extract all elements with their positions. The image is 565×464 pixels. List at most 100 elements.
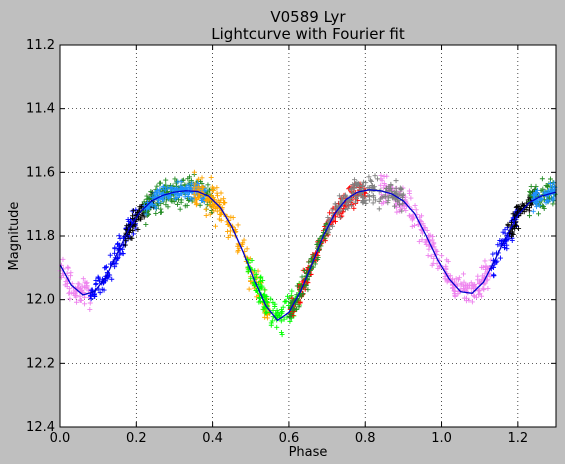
observation-point bbox=[342, 206, 348, 212]
observation-point bbox=[386, 193, 392, 199]
observation-point bbox=[375, 176, 381, 182]
observation-point bbox=[445, 258, 451, 264]
observation-point bbox=[550, 183, 556, 189]
observation-point bbox=[444, 279, 450, 285]
observation-point bbox=[96, 275, 102, 281]
observation-point bbox=[262, 314, 268, 320]
observation-point bbox=[439, 253, 445, 259]
observation-point bbox=[326, 230, 332, 236]
observation-point bbox=[365, 193, 371, 199]
observation-point bbox=[397, 202, 403, 208]
observation-point bbox=[175, 179, 181, 185]
observation-point bbox=[412, 222, 418, 228]
observation-point bbox=[547, 180, 553, 186]
observation-point bbox=[225, 221, 231, 227]
observation-point bbox=[84, 284, 90, 290]
observation-point bbox=[66, 286, 72, 292]
x-tick-label: 1.2 bbox=[508, 431, 529, 446]
observation-point bbox=[122, 242, 128, 248]
observation-point bbox=[153, 210, 159, 216]
observation-point bbox=[171, 187, 177, 193]
observation-point bbox=[460, 271, 466, 277]
observation-point bbox=[315, 255, 321, 261]
observation-point bbox=[345, 205, 351, 211]
observation-point bbox=[82, 301, 88, 307]
observation-point bbox=[398, 186, 404, 192]
observation-point bbox=[272, 301, 278, 307]
observation-point bbox=[310, 252, 316, 258]
observation-point bbox=[172, 196, 178, 202]
observation-point bbox=[227, 232, 233, 238]
observation-point bbox=[434, 261, 440, 267]
observation-point bbox=[431, 256, 437, 262]
observation-point bbox=[327, 227, 333, 233]
observation-point bbox=[217, 200, 223, 206]
observation-point bbox=[392, 195, 398, 201]
observation-point bbox=[314, 242, 320, 248]
observation-point bbox=[101, 287, 107, 293]
observation-point bbox=[534, 187, 540, 193]
observation-point bbox=[531, 192, 537, 198]
observation-point bbox=[393, 185, 399, 191]
observation-point bbox=[360, 199, 366, 205]
fourier-fit-line bbox=[59, 189, 557, 322]
observation-point bbox=[197, 192, 203, 198]
chart-subtitle: Lightcurve with Fourier fit bbox=[211, 25, 405, 43]
y-axis-label: Magnitude bbox=[7, 202, 22, 271]
observation-point bbox=[115, 241, 121, 247]
observation-point bbox=[160, 184, 166, 190]
observation-point bbox=[406, 191, 412, 197]
observation-point bbox=[195, 195, 201, 201]
observation-point bbox=[502, 245, 508, 251]
observation-point bbox=[398, 187, 404, 193]
observation-point bbox=[329, 207, 335, 213]
observation-point bbox=[368, 177, 374, 183]
observation-point bbox=[77, 286, 83, 292]
observation-point bbox=[107, 252, 113, 258]
observation-point bbox=[203, 213, 209, 219]
observation-point bbox=[112, 245, 118, 251]
observation-point bbox=[211, 187, 217, 193]
observation-point bbox=[530, 208, 536, 214]
observation-point bbox=[66, 290, 72, 296]
observation-point bbox=[482, 280, 488, 286]
observation-point bbox=[199, 175, 205, 181]
observation-point bbox=[477, 291, 483, 297]
observation-point bbox=[297, 299, 303, 305]
observation-point bbox=[360, 183, 366, 189]
observation-point bbox=[526, 213, 532, 219]
observation-point bbox=[235, 249, 241, 255]
observation-point bbox=[262, 287, 268, 293]
observation-point bbox=[470, 282, 476, 288]
observation-point bbox=[370, 192, 376, 198]
observation-point bbox=[515, 204, 521, 210]
observation-point bbox=[469, 299, 475, 305]
observation-point bbox=[475, 277, 481, 283]
observation-point bbox=[510, 211, 516, 217]
observation-point bbox=[120, 251, 126, 257]
x-axis-label: Phase bbox=[289, 445, 328, 460]
observation-point bbox=[393, 191, 399, 197]
observation-point bbox=[200, 185, 206, 191]
observation-point bbox=[330, 223, 336, 229]
observation-point bbox=[372, 197, 378, 203]
observation-point bbox=[351, 184, 357, 190]
observation-point bbox=[378, 182, 384, 188]
observation-point bbox=[202, 187, 208, 193]
observation-point bbox=[482, 266, 488, 272]
observation-point bbox=[443, 263, 449, 269]
observation-point bbox=[73, 294, 79, 300]
observation-point bbox=[429, 262, 435, 268]
observation-point bbox=[339, 199, 345, 205]
observation-point bbox=[213, 223, 219, 229]
observation-point bbox=[463, 298, 469, 304]
observation-point bbox=[462, 282, 468, 288]
observation-point bbox=[305, 287, 311, 293]
observation-point bbox=[310, 264, 316, 270]
observation-point bbox=[163, 202, 169, 208]
observation-point bbox=[115, 255, 121, 261]
observation-point bbox=[378, 196, 384, 202]
x-tick-label: 0.8 bbox=[355, 431, 376, 446]
observation-point bbox=[174, 201, 180, 207]
